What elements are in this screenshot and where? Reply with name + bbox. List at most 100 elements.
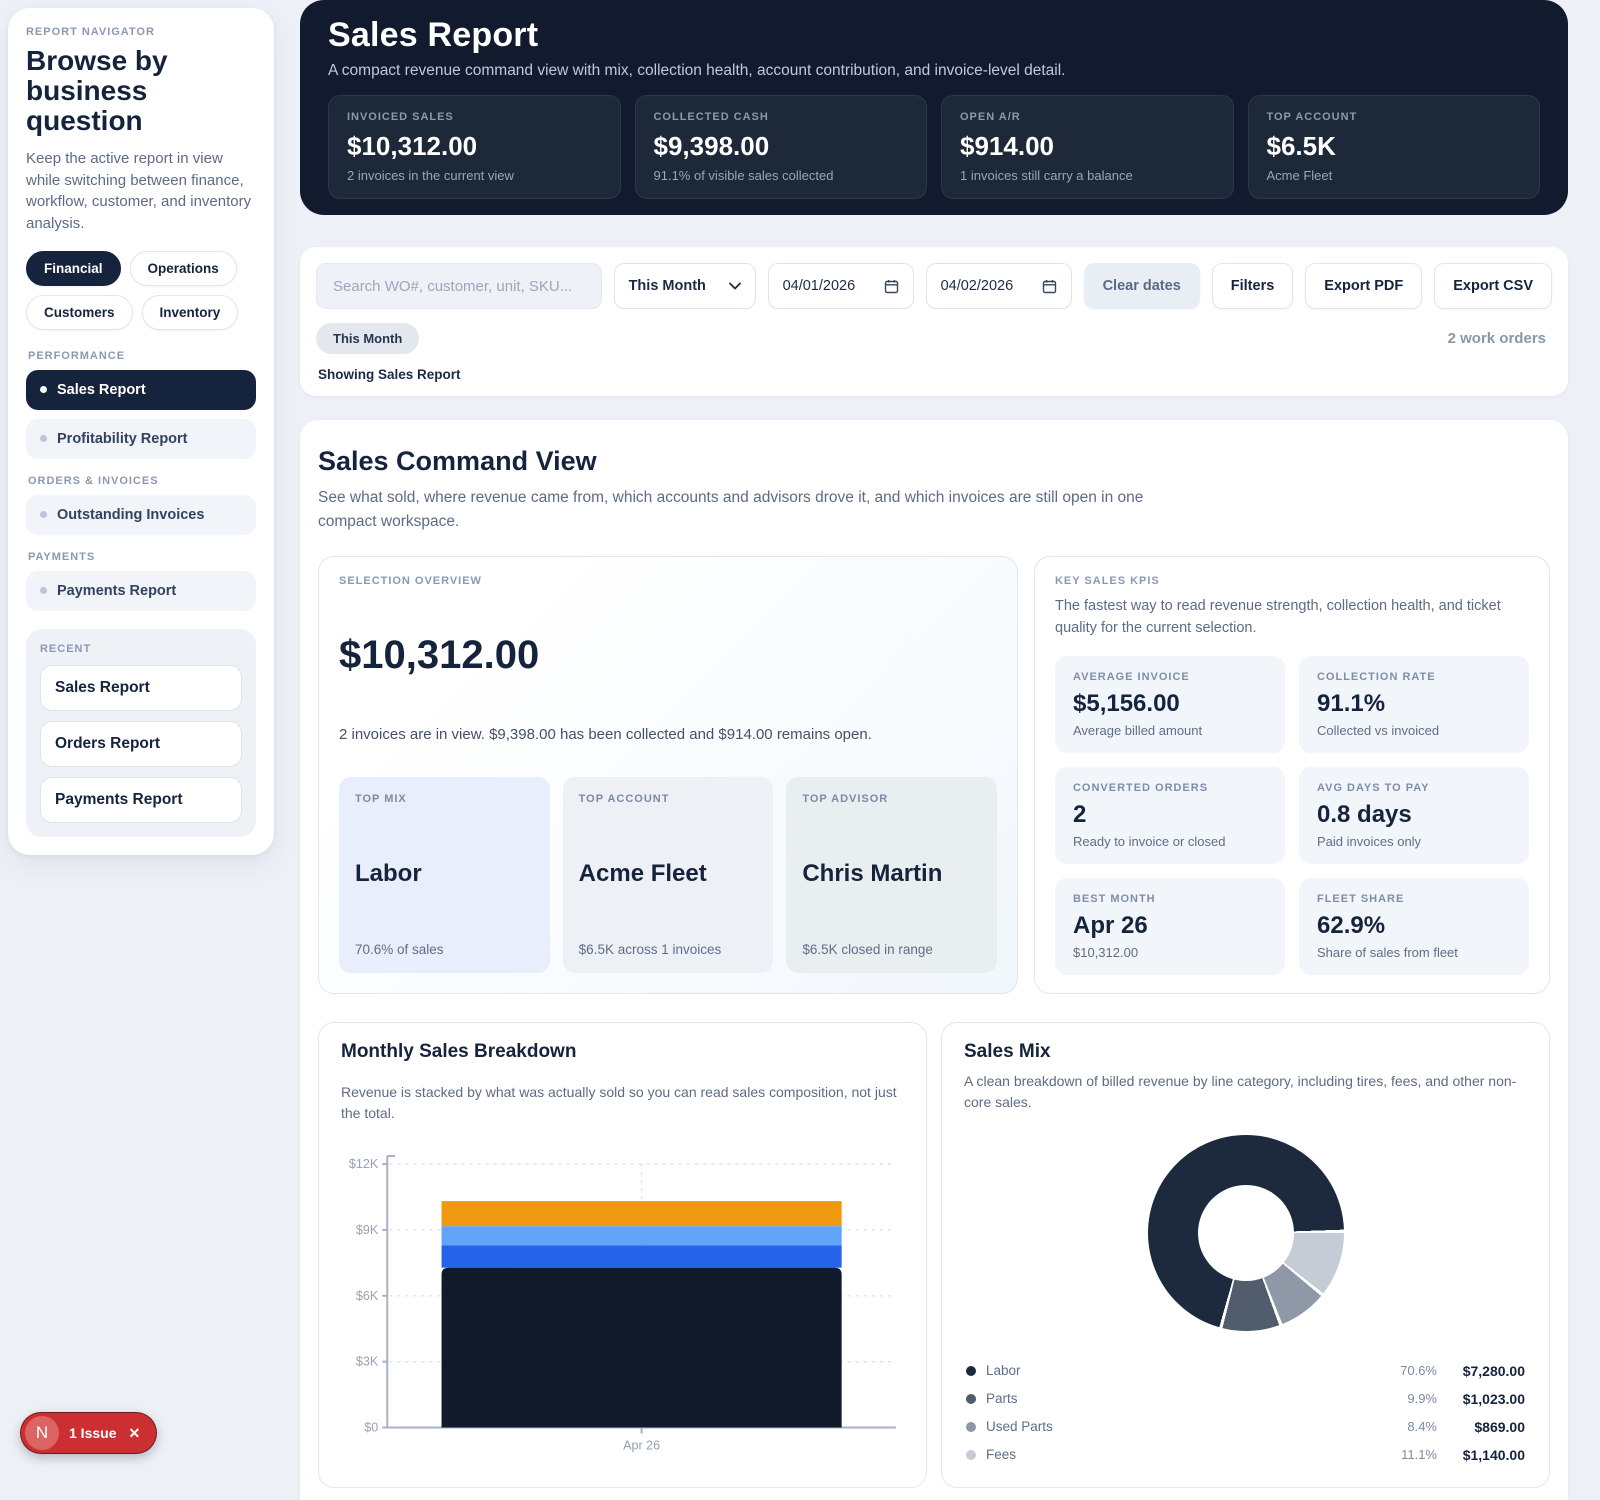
bullet-icon bbox=[40, 435, 47, 443]
date-range-select[interactable]: This Month bbox=[613, 263, 756, 309]
recent-orders-report-button[interactable]: Orders Report bbox=[40, 720, 242, 767]
start-date-input[interactable]: 04/01/2026 bbox=[767, 263, 914, 309]
kpi-sub: 91.1% of visible sales collected bbox=[653, 168, 834, 183]
legend-label: Used Parts bbox=[986, 1419, 1053, 1435]
kpi-label: TOP ACCOUNT bbox=[1266, 111, 1358, 123]
kpi-collected-cash: COLLECTED CASH $9,398.00 91.1% of visibl… bbox=[634, 95, 927, 199]
key-sales-kpis-panel: KEY SALES KPIS The fastest way to read r… bbox=[1034, 556, 1550, 994]
bullet-icon bbox=[40, 386, 47, 394]
tile-sub: Paid invoices only bbox=[1317, 833, 1422, 849]
sidebar-description: Keep the active report in view while swi… bbox=[26, 149, 252, 233]
tile-value: 62.9% bbox=[1317, 911, 1386, 939]
section-label-orders-invoices: ORDERS & INVOICES bbox=[28, 474, 159, 487]
issue-badge[interactable]: N 1 Issue ✕ bbox=[20, 1412, 158, 1454]
selection-overview-panel: SELECTION OVERVIEW $10,312.00 2 invoices… bbox=[318, 556, 1018, 994]
tile-average-invoice: AVERAGE INVOICE $5,156.00 Average billed… bbox=[1055, 655, 1285, 753]
sales-mix-card: Sales Mix A clean breakdown of billed re… bbox=[941, 1021, 1550, 1488]
chip-operations[interactable]: Operations bbox=[129, 250, 237, 286]
highlight-top-mix: TOP MIX Labor 70.6% of sales bbox=[339, 777, 550, 974]
recent-payments-report-button[interactable]: Payments Report bbox=[40, 776, 242, 823]
sidebar-item-payments-report[interactable]: Payments Report bbox=[26, 570, 256, 611]
sidebar-title: Browse by business question bbox=[26, 45, 168, 136]
highlight-label: TOP ACCOUNT bbox=[578, 793, 670, 806]
bar-segment-labor bbox=[441, 1267, 842, 1427]
active-filter-chip[interactable]: This Month bbox=[316, 323, 420, 354]
sidebar-item-outstanding-invoices[interactable]: Outstanding Invoices bbox=[26, 494, 256, 535]
header-kpi-row: INVOICED SALES $10,312.00 2 invoices in … bbox=[328, 95, 1540, 199]
export-csv-button[interactable]: Export CSV bbox=[1434, 263, 1552, 309]
legend-percent: 9.9% bbox=[1407, 1391, 1437, 1407]
sidebar-item-sales-report[interactable]: Sales Report bbox=[26, 369, 256, 410]
kpis-description: The fastest way to read revenue strength… bbox=[1055, 598, 1501, 636]
donut-hole bbox=[1197, 1184, 1294, 1281]
chip-customers[interactable]: Customers bbox=[26, 294, 133, 330]
sidebar-item-label: Payments Report bbox=[57, 582, 177, 599]
kpis-kicker: KEY SALES KPIS bbox=[1055, 575, 1160, 588]
search-input[interactable] bbox=[316, 263, 602, 309]
category-chips: Financial Operations Customers Inventory bbox=[26, 250, 256, 330]
recent-sales-report-button[interactable]: Sales Report bbox=[40, 664, 242, 711]
tile-label: AVG DAYS TO PAY bbox=[1317, 781, 1430, 794]
kpi-label: INVOICED SALES bbox=[347, 111, 454, 123]
main-content: Sales Report A compact revenue command v… bbox=[300, 0, 1568, 1500]
filters-button[interactable]: Filters bbox=[1211, 263, 1294, 309]
selection-total: $10,312.00 bbox=[339, 633, 540, 678]
command-view-title: Sales Command View bbox=[318, 446, 597, 476]
legend-percent: 70.6% bbox=[1400, 1363, 1437, 1379]
legend-percent: 8.4% bbox=[1407, 1419, 1437, 1435]
y-tick-label: $6K bbox=[356, 1288, 379, 1302]
legend-dot bbox=[966, 1449, 976, 1460]
tile-avg-days-to-pay: AVG DAYS TO PAY 0.8 days Paid invoices o… bbox=[1299, 766, 1529, 864]
legend-row-used-parts: Used Parts 8.4% $869.00 bbox=[964, 1413, 1527, 1441]
monthly-bar-chart: $0 $3K $6K $9K $12K Apr 26 bbox=[341, 1150, 904, 1463]
bar-chart-title: Monthly Sales Breakdown bbox=[341, 1040, 577, 1062]
chip-financial[interactable]: Financial bbox=[26, 250, 121, 286]
sales-mix-legend: Labor 70.6% $7,280.00 Parts 9.9% $1,023.… bbox=[964, 1357, 1527, 1469]
end-date-value: 04/02/2026 bbox=[940, 278, 1014, 294]
page-title: Sales Report bbox=[328, 16, 539, 54]
legend-row-fees: Fees 11.1% $1,140.00 bbox=[964, 1441, 1527, 1469]
sidebar-item-label: Outstanding Invoices bbox=[57, 506, 205, 523]
bullet-icon bbox=[40, 587, 47, 595]
tile-sub: $10,312.00 bbox=[1073, 944, 1139, 960]
kpi-open-ar: OPEN A/R $914.00 1 invoices still carry … bbox=[941, 95, 1234, 199]
recent-label: RECENT bbox=[40, 642, 92, 655]
y-tick-label: $3K bbox=[356, 1354, 379, 1368]
legend-percent: 11.1% bbox=[1401, 1447, 1437, 1463]
legend-label: Labor bbox=[986, 1363, 1021, 1379]
highlight-top-advisor: TOP ADVISOR Chris Martin $6.5K closed in… bbox=[786, 777, 998, 974]
sidebar-item-profitability-report[interactable]: Profitability Report bbox=[26, 418, 256, 459]
monthly-sales-breakdown-card: Monthly Sales Breakdown Revenue is stack… bbox=[318, 1021, 927, 1488]
highlight-sub: 70.6% of sales bbox=[355, 942, 444, 958]
kpi-value: $10,312.00 bbox=[347, 131, 478, 161]
work-order-count: 2 work orders bbox=[1447, 330, 1546, 347]
section-label-payments: PAYMENTS bbox=[28, 550, 96, 563]
x-tick-label: Apr 26 bbox=[623, 1438, 660, 1452]
bar-chart-description: Revenue is stacked by what was actually … bbox=[341, 1083, 897, 1121]
close-icon[interactable]: ✕ bbox=[128, 1424, 141, 1441]
legend-amount: $7,280.00 bbox=[1462, 1362, 1525, 1379]
tile-sub: Average billed amount bbox=[1073, 722, 1203, 738]
legend-dot bbox=[966, 1421, 976, 1432]
legend-amount: $1,140.00 bbox=[1462, 1446, 1525, 1463]
tile-sub: Share of sales from fleet bbox=[1317, 944, 1458, 960]
calendar-icon bbox=[1042, 279, 1057, 294]
sales-mix-donut bbox=[1147, 1134, 1344, 1331]
legend-dot bbox=[966, 1365, 976, 1376]
page-subtitle: A compact revenue command view with mix,… bbox=[328, 62, 1066, 79]
donut-chart-description: A clean breakdown of billed revenue by l… bbox=[964, 1072, 1517, 1110]
start-date-value: 04/01/2026 bbox=[782, 278, 856, 294]
clear-dates-button[interactable]: Clear dates bbox=[1083, 263, 1200, 309]
kpi-value: $9,398.00 bbox=[653, 131, 770, 161]
sidebar-kicker: REPORT NAVIGATOR bbox=[26, 26, 155, 38]
export-pdf-button[interactable]: Export PDF bbox=[1305, 263, 1423, 309]
donut-chart-title: Sales Mix bbox=[964, 1040, 1051, 1062]
chip-inventory[interactable]: Inventory bbox=[141, 294, 239, 330]
legend-row-parts: Parts 9.9% $1,023.00 bbox=[964, 1385, 1527, 1413]
tile-value: 2 bbox=[1073, 800, 1087, 828]
end-date-input[interactable]: 04/02/2026 bbox=[925, 263, 1072, 309]
selection-kicker: SELECTION OVERVIEW bbox=[339, 575, 482, 588]
highlight-value: Labor bbox=[355, 859, 422, 887]
kpi-label: OPEN A/R bbox=[960, 111, 1021, 123]
bar-segment-parts bbox=[441, 1244, 842, 1268]
